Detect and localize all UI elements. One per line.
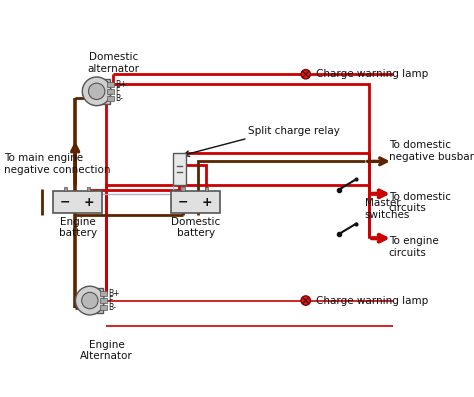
Text: Charge warning lamp: Charge warning lamp <box>316 69 428 79</box>
Text: To engine
circuits: To engine circuits <box>389 236 438 258</box>
Bar <box>100 291 107 296</box>
Text: +: + <box>201 196 212 209</box>
Circle shape <box>301 296 310 305</box>
Bar <box>100 298 107 303</box>
Bar <box>107 96 114 101</box>
Text: Split charge relay: Split charge relay <box>248 127 339 137</box>
Circle shape <box>75 286 104 315</box>
Bar <box>53 191 102 214</box>
Text: −: − <box>60 196 71 209</box>
Bar <box>64 187 67 191</box>
Bar <box>87 187 91 191</box>
Bar <box>75 297 81 304</box>
Bar <box>91 79 110 104</box>
Text: +: + <box>83 196 94 209</box>
Bar <box>85 288 103 313</box>
Bar <box>173 153 186 185</box>
Text: B+: B+ <box>115 80 127 89</box>
Text: B+: B+ <box>108 289 119 298</box>
Text: To domestic
circuits: To domestic circuits <box>389 191 451 213</box>
Circle shape <box>82 292 98 309</box>
Bar <box>171 191 220 214</box>
Text: F: F <box>115 87 119 96</box>
Text: Charge warning lamp: Charge warning lamp <box>316 295 428 306</box>
Text: Engine
battery: Engine battery <box>59 217 97 239</box>
Text: To main engine
negative connection: To main engine negative connection <box>4 153 111 175</box>
Bar <box>182 187 185 191</box>
Text: Domestic
battery: Domestic battery <box>171 217 220 239</box>
Text: Domestic
alternator: Domestic alternator <box>88 52 139 73</box>
Text: Engine
Alternator: Engine Alternator <box>81 340 133 361</box>
Circle shape <box>82 77 111 106</box>
Text: F: F <box>108 296 112 305</box>
Text: To domestic
negative busbar: To domestic negative busbar <box>389 140 474 162</box>
Text: B-: B- <box>115 94 123 103</box>
Bar <box>107 81 114 87</box>
Bar <box>205 187 208 191</box>
Bar <box>82 87 88 95</box>
Bar <box>107 89 114 94</box>
Text: −: − <box>178 196 189 209</box>
Text: Master
switches: Master switches <box>365 198 410 220</box>
Text: B-: B- <box>108 303 116 312</box>
Bar <box>100 305 107 310</box>
Circle shape <box>301 69 310 79</box>
Circle shape <box>89 83 105 100</box>
